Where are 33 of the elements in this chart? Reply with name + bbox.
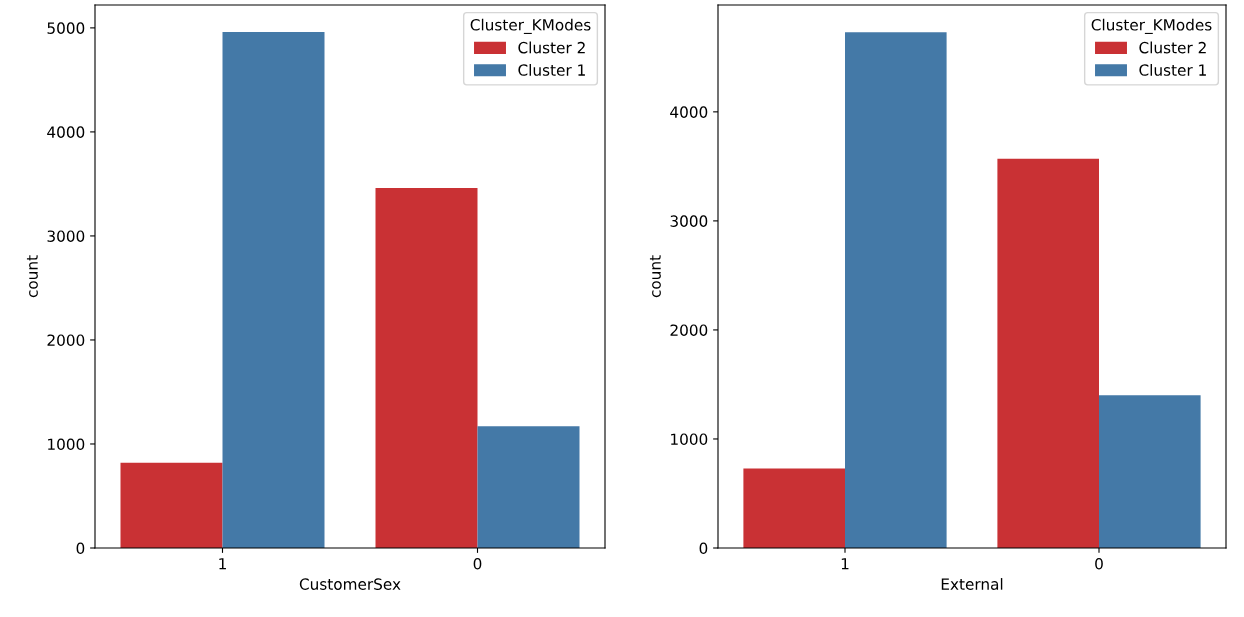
legend-label: Cluster 1	[518, 64, 585, 76]
y-tick-label: 3000	[670, 215, 708, 227]
y-tick-label: 4000	[47, 126, 85, 138]
x-axis-title: External	[941, 578, 1003, 590]
y-tick-label: 1000	[48, 438, 85, 450]
legend-label: Cluster 2	[518, 41, 585, 54]
y-tick-label: 2000	[47, 334, 85, 346]
bar	[1099, 395, 1201, 548]
bar	[375, 188, 478, 548]
y-tick-label: 0	[699, 542, 708, 555]
x-tick-label: 1	[841, 558, 849, 570]
y-tick-label: 0	[76, 542, 85, 555]
bar	[120, 462, 223, 548]
bar	[997, 158, 1099, 548]
bar	[477, 426, 580, 548]
bar	[222, 32, 325, 548]
bar	[845, 32, 947, 548]
bar	[743, 468, 845, 548]
x-tick-label: 0	[1095, 557, 1103, 570]
y-axis-title: count	[649, 255, 661, 298]
legend-title: Cluster_KModes	[1091, 18, 1212, 34]
y-axis-title: count	[26, 255, 38, 298]
y-tick-label: 1000	[671, 433, 708, 445]
legend-title: Cluster_KModes	[470, 18, 591, 34]
x-axis-title: CustomerSex	[299, 578, 401, 590]
y-tick-label: 5000	[47, 22, 85, 34]
y-tick-label: 2000	[670, 324, 708, 336]
legend-label: Cluster 2	[1139, 41, 1206, 54]
y-tick-label: 3000	[47, 230, 85, 242]
y-tick-label: 4000	[670, 106, 708, 118]
x-tick-label: 1	[219, 558, 226, 570]
x-tick-label: 0	[473, 557, 482, 570]
legend-label: Cluster 1	[1139, 64, 1206, 76]
